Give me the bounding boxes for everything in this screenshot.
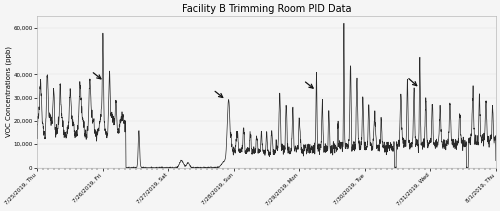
Y-axis label: VOC Concentrations (ppb): VOC Concentrations (ppb) [6,46,12,137]
Title: Facility B Trimming Room PID Data: Facility B Trimming Room PID Data [182,4,352,14]
